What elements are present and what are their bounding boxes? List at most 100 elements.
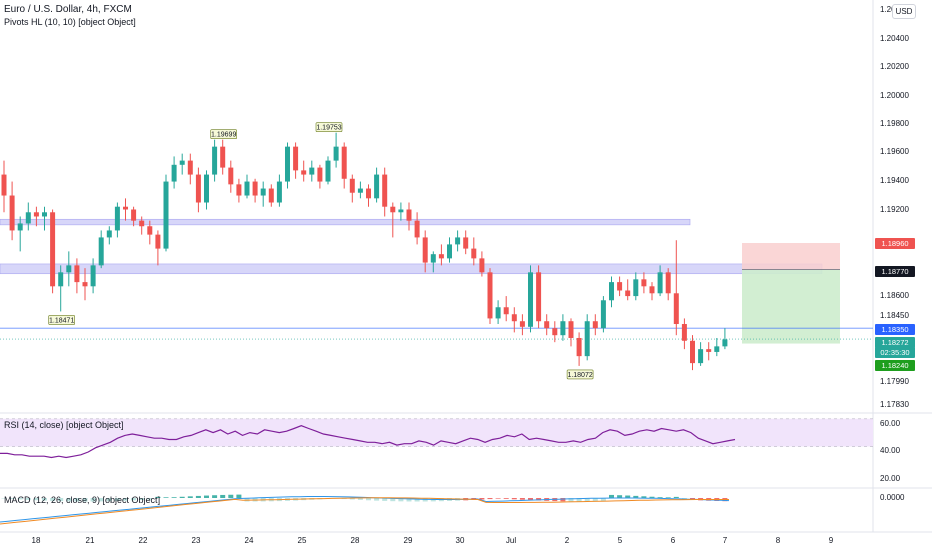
macd-histogram-bar: [139, 498, 145, 501]
macd-histogram-bar: [657, 497, 663, 498]
candle-body: [42, 212, 47, 217]
axis-layer: 1.20400 1.20200 1.20000 1.19800 1.19600 1.194…: [32, 5, 915, 545]
macd-histogram-bar: [665, 497, 671, 498]
price-tick: 1.18600: [880, 291, 909, 300]
macd-histogram-bar: [123, 498, 128, 501]
macd-histogram-bar: [366, 498, 371, 501]
macd-histogram-bar: [220, 494, 226, 498]
macd-histogram-bar: [414, 498, 420, 502]
price-tick: 1.20200: [880, 62, 909, 71]
time-tick: 9: [829, 536, 834, 545]
pivot-label: 1.19699: [211, 132, 236, 139]
time-tick: 21: [86, 536, 95, 545]
macd-layer: [0, 494, 730, 525]
candle-body: [50, 212, 56, 287]
candle-body: [536, 272, 542, 322]
candle-body: [414, 220, 420, 238]
candle-body: [139, 220, 145, 227]
candle-body: [455, 237, 461, 245]
candle-body: [9, 195, 15, 231]
candle-body: [406, 209, 412, 221]
target-zone: [742, 269, 840, 344]
candle-body: [301, 170, 307, 175]
macd-histogram-bar: [479, 498, 485, 500]
macd-histogram-bar: [212, 495, 218, 498]
macd-histogram-bar: [147, 498, 153, 500]
macd-histogram-bar: [560, 498, 566, 502]
rsi-layer: [0, 418, 873, 459]
macd-histogram-bar: [114, 498, 120, 502]
candle-body: [252, 181, 258, 196]
pivot-badge: [48, 315, 76, 325]
macd-histogram-bar: [600, 498, 606, 502]
candle-body: [698, 349, 704, 364]
candle-body: [519, 321, 525, 327]
candle-body: [382, 174, 388, 207]
pivot-badge: [566, 369, 594, 380]
candle-body: [471, 248, 477, 259]
candle-body: [333, 146, 339, 161]
candle-body: [487, 272, 493, 319]
macd-histogram-bar: [406, 498, 412, 502]
candle-body: [33, 212, 39, 217]
time-tick: 30: [456, 536, 465, 545]
candle-body: [212, 146, 218, 175]
candle-body: [147, 226, 153, 235]
candle-body: [123, 206, 128, 210]
macd-histogram-bar: [17, 498, 23, 500]
currency-badge[interactable]: USD: [892, 4, 916, 19]
candle-body: [568, 321, 574, 338]
macd-histogram-bar: [495, 498, 501, 499]
macd-histogram-bar: [66, 498, 72, 502]
price-tick: 1.18450: [880, 311, 909, 320]
price-tag: [875, 266, 915, 277]
zone-band: [0, 218, 691, 226]
candle-body: [714, 346, 720, 352]
macd-signal-line: [0, 497, 729, 525]
macd-histogram-bar: [1, 498, 7, 499]
macd-histogram-bar: [519, 498, 525, 500]
candle-body: [58, 272, 64, 287]
macd-histogram-bar: [25, 498, 31, 500]
candle-body: [82, 282, 88, 287]
macd-histogram-bar: [584, 498, 590, 502]
candle-body: [609, 282, 614, 301]
candle-body: [438, 254, 444, 259]
candle-body: [576, 337, 582, 357]
price-tag: [875, 324, 915, 335]
candle-body: [228, 167, 234, 185]
candle-body: [276, 181, 282, 203]
candle-body: [528, 272, 533, 327]
macd-histogram-bar: [171, 497, 177, 498]
candle-body: [447, 244, 452, 259]
candle-body: [430, 254, 436, 263]
zone-band: [0, 263, 823, 275]
rsi-line: [0, 425, 736, 459]
macd-histogram-bar: [42, 498, 47, 501]
candle-body: [706, 349, 712, 352]
macd-histogram-bar: [568, 498, 574, 502]
price-tick: 1.17830: [880, 400, 909, 409]
macd-histogram-bar: [625, 495, 631, 498]
rsi-tick: 40.00: [880, 446, 901, 455]
price-tick: 1.19200: [880, 205, 909, 214]
candle-body: [66, 265, 72, 273]
candle-body: [325, 160, 331, 182]
macd-histogram-bar: [187, 496, 193, 498]
time-tick: 18: [32, 536, 41, 545]
candle-body: [74, 265, 80, 283]
time-tick: 8: [776, 536, 781, 545]
macd-histogram-bar: [398, 498, 404, 502]
rsi-band: [0, 418, 873, 447]
macd-histogram-bar: [155, 496, 161, 498]
macd-histogram-bar: [617, 495, 623, 498]
time-tick: 28: [351, 536, 360, 545]
time-tick: Jul: [506, 536, 516, 545]
candle-body: [649, 286, 655, 294]
candle-body: [560, 321, 566, 336]
candle-body: [463, 237, 469, 249]
symbol-title: Euro / U.S. Dollar, 4h, FXCM: [4, 4, 132, 15]
candle-body: [236, 184, 242, 196]
candle-body: [187, 160, 193, 175]
